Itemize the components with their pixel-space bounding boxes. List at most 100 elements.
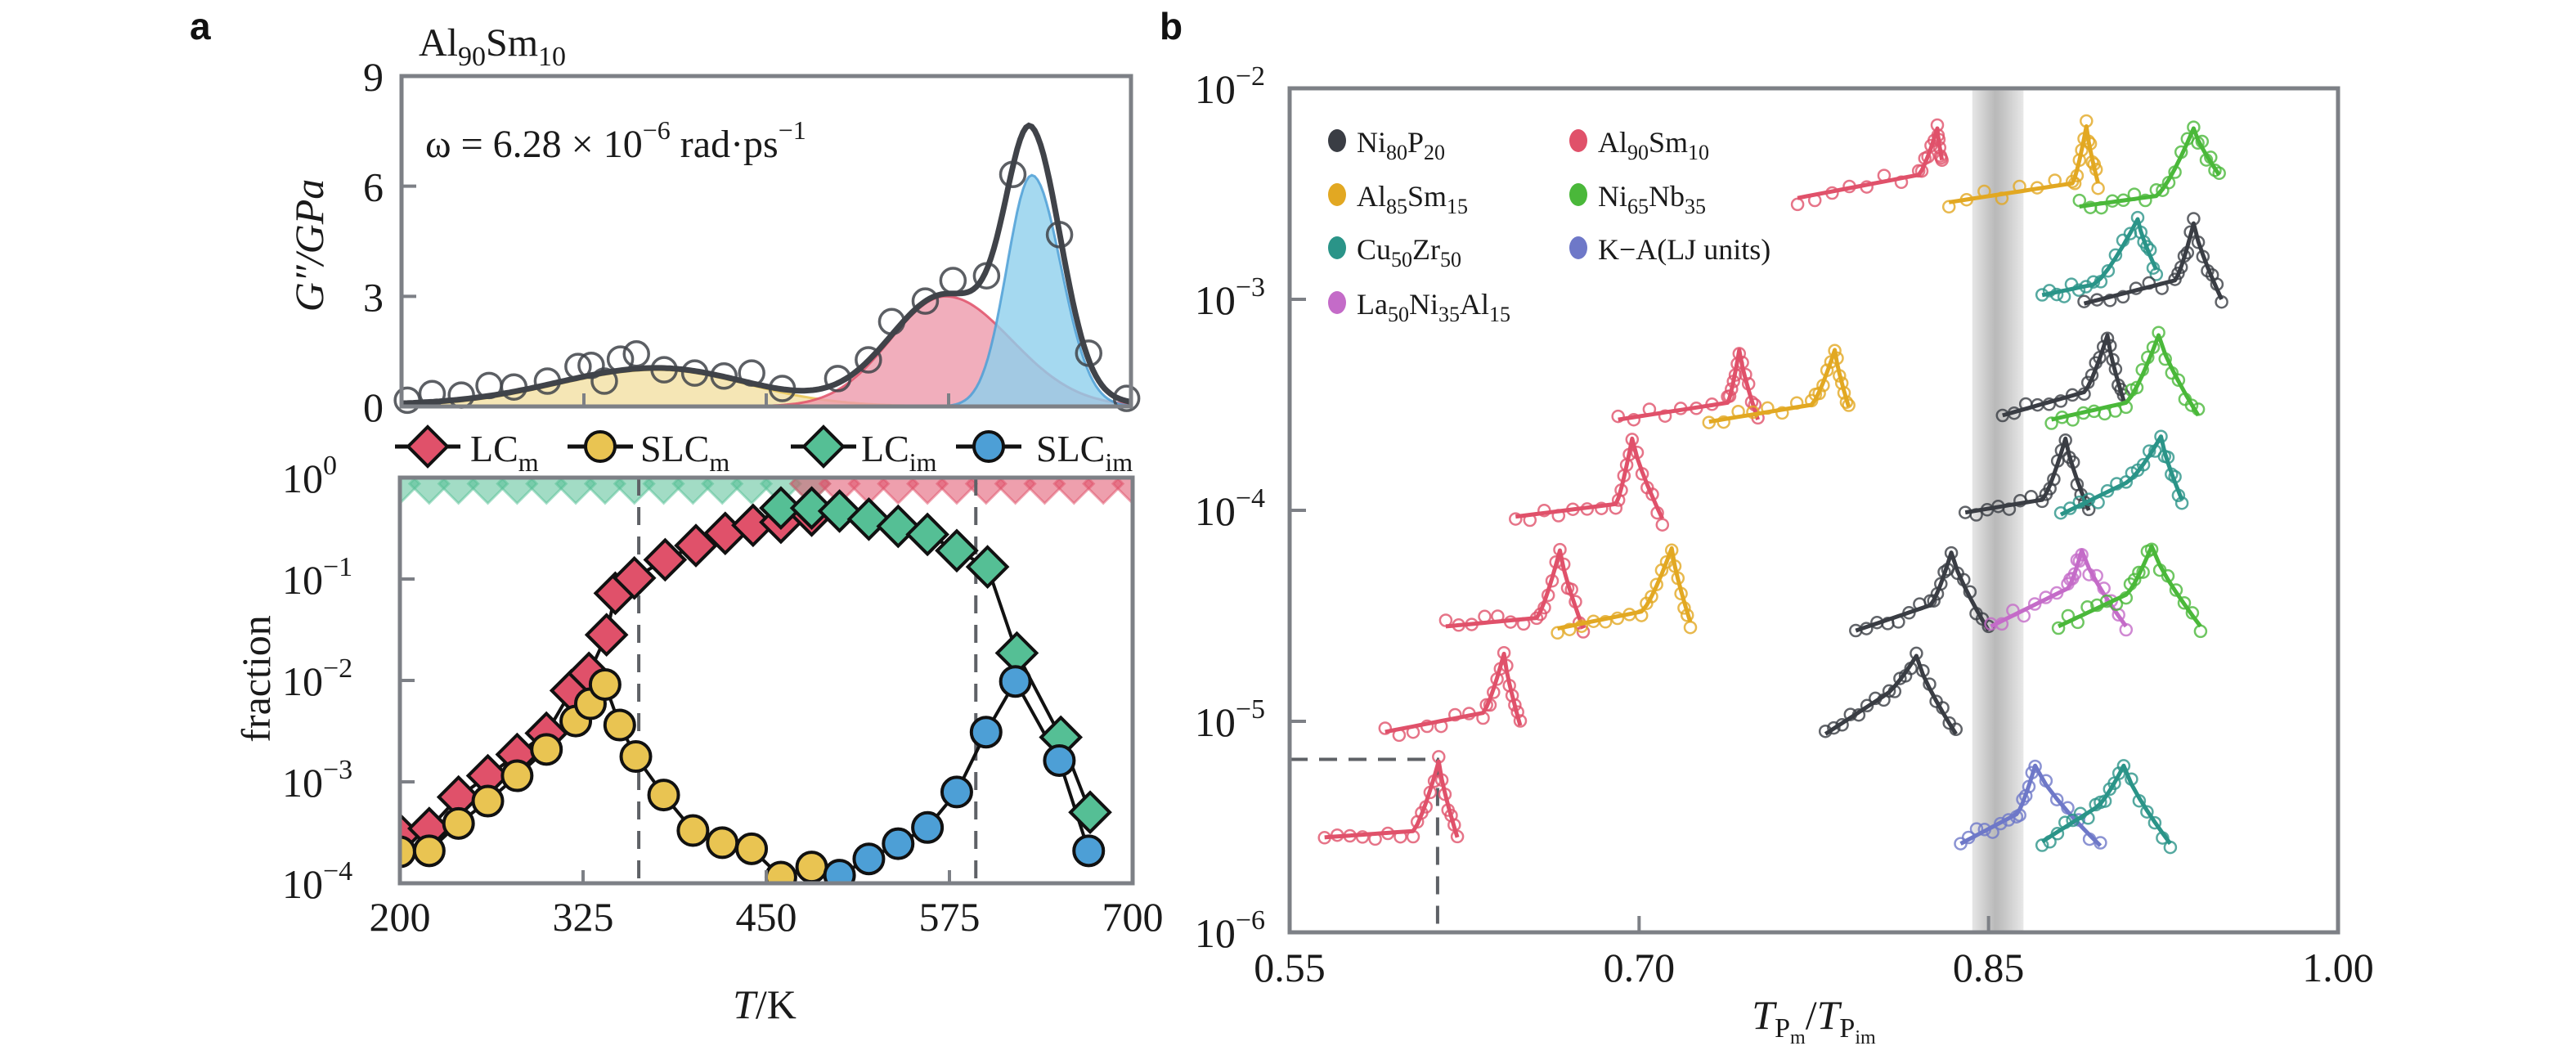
data-point	[2066, 813, 2080, 828]
data-point	[2085, 368, 2099, 383]
a-bottom-xlabel: T/K	[733, 981, 797, 1027]
x-tick-label: 0.85	[1953, 945, 2025, 990]
data-point	[2048, 173, 2062, 187]
legend-item-ni80p20: Ni80P20	[1328, 126, 1445, 164]
curve-Ni80P20	[2077, 212, 2228, 309]
data-point	[1523, 513, 1537, 528]
data-point	[1487, 685, 1501, 699]
data-point	[2119, 622, 2134, 637]
data-point	[2204, 150, 2218, 164]
data-point	[533, 367, 562, 395]
data-point	[1741, 377, 1756, 391]
data-point	[1462, 707, 1476, 721]
data-point	[1851, 707, 1866, 722]
data-point	[2080, 375, 2095, 389]
data-point	[1894, 175, 1909, 190]
data-point	[1789, 396, 1804, 410]
data-point	[1423, 785, 1438, 800]
data-point	[1869, 691, 1883, 706]
data-point	[1834, 376, 1849, 390]
legend-item-cu50zr50: Cu50Zr50	[1328, 233, 1461, 272]
data-point	[1497, 645, 1511, 660]
data-point	[2077, 387, 2091, 402]
y-tick-label: 0	[363, 384, 384, 430]
a-top-title: Al90Sm10	[419, 21, 566, 72]
data-point	[2161, 176, 2176, 190]
data-point	[2057, 290, 2071, 303]
data-point	[2119, 400, 2134, 415]
data-point	[2083, 137, 2098, 150]
marker-slc_m	[619, 740, 653, 773]
data-point	[2022, 779, 2036, 794]
data-point	[2174, 145, 2188, 159]
data-point	[2061, 608, 2076, 623]
data-point	[2077, 294, 2091, 308]
data-point	[2142, 444, 2156, 458]
data-point	[1726, 375, 1740, 388]
data-point	[1650, 505, 1664, 520]
data-point	[622, 340, 650, 368]
data-point	[1598, 615, 1613, 629]
data-point	[1722, 389, 1737, 403]
data-point	[1541, 588, 1555, 603]
data-point	[2072, 193, 2087, 208]
data-point	[2161, 450, 2175, 465]
data-point	[2066, 413, 2080, 427]
data-point	[2039, 774, 2053, 788]
data-point	[1932, 132, 1946, 146]
data-point	[2129, 281, 2143, 295]
a-bottom-ylabel: fraction	[233, 615, 279, 742]
curve-Ni65Nb35	[2051, 542, 2208, 639]
data-point	[2049, 792, 2064, 806]
y-tick-label: 10−2	[282, 653, 352, 704]
data-point	[2051, 621, 2066, 635]
data-point	[2183, 225, 2197, 239]
data-point	[1674, 586, 1688, 601]
data-point	[1667, 559, 1682, 573]
data-point	[1420, 719, 1434, 734]
marker-slc_m	[471, 784, 505, 818]
y-tick-label: 10−4	[1195, 483, 1265, 534]
data-point	[2169, 583, 2183, 597]
data-point	[2168, 469, 2182, 484]
marker-lc_m	[643, 537, 688, 582]
data-point	[2100, 484, 2115, 498]
data-point	[1812, 386, 1826, 401]
data-point	[1969, 508, 1983, 522]
data-point	[2195, 134, 2210, 149]
data-point	[2144, 542, 2159, 556]
y-tick-label: 10−4	[282, 856, 352, 907]
data-point	[1611, 409, 1625, 424]
data-point	[2127, 572, 2142, 586]
marker-slc_m	[530, 733, 563, 766]
data-point	[1927, 594, 1941, 608]
data-point	[1551, 626, 1564, 640]
data-point	[2030, 181, 2044, 195]
data-point	[1503, 615, 1518, 629]
data-point	[2081, 811, 2095, 825]
y-tick-label: 10−3	[282, 755, 352, 806]
data-point	[972, 262, 1001, 290]
data-point	[2097, 581, 2111, 595]
data-point	[2016, 792, 2030, 806]
data-point	[500, 373, 528, 401]
data-point	[1843, 707, 1858, 721]
data-point	[999, 160, 1027, 189]
data-point	[1556, 557, 1571, 572]
data-point	[2024, 490, 2039, 504]
data-point	[1392, 728, 1407, 743]
legend-item-al90sm10: Al90Sm10	[1569, 126, 1709, 164]
data-point	[2184, 398, 2199, 412]
data-point	[2210, 277, 2224, 291]
data-point	[1705, 397, 1719, 411]
data-point	[2086, 275, 2101, 289]
data-point	[1748, 397, 1762, 412]
data-point	[2035, 838, 2049, 852]
data-point	[2154, 429, 2168, 443]
data-point	[1343, 828, 1357, 843]
data-point	[590, 367, 618, 395]
data-point	[1576, 625, 1591, 639]
data-point	[738, 359, 765, 387]
data-point	[2090, 293, 2104, 307]
data-point	[1664, 543, 1679, 558]
